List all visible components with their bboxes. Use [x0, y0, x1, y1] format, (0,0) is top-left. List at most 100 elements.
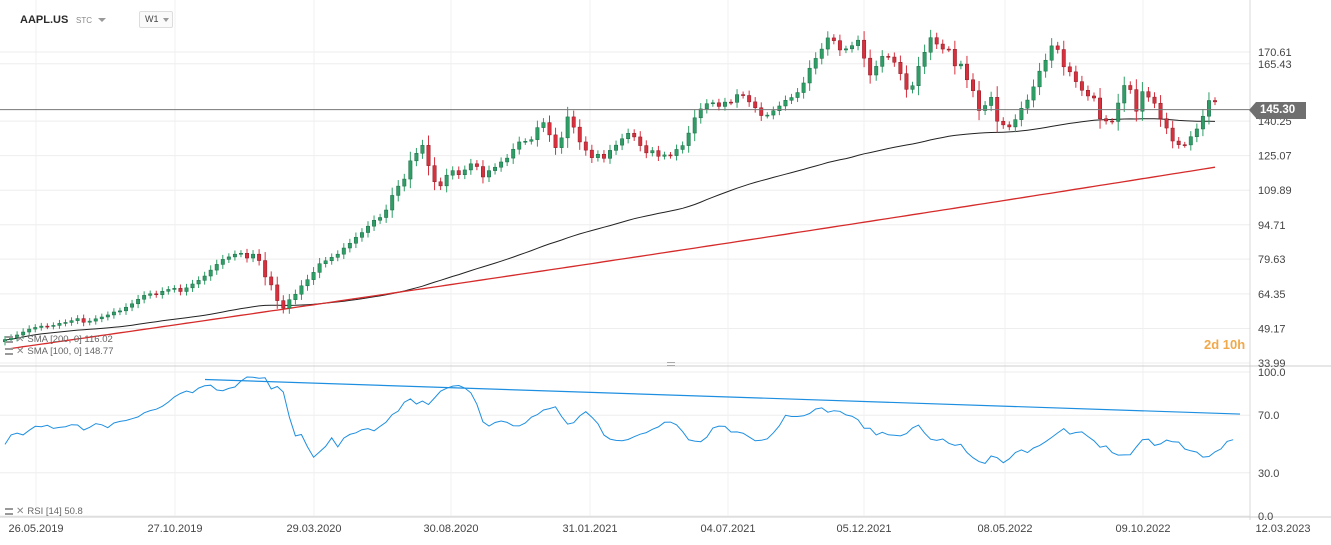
candle [692, 109, 697, 142]
candle [505, 154, 510, 167]
candle-body [571, 116, 576, 128]
timeframe-dropdown[interactable]: W1 [139, 11, 173, 28]
candle-body [390, 195, 395, 211]
candle [868, 49, 873, 84]
candle [1164, 112, 1169, 135]
chevron-down-icon[interactable] [98, 18, 106, 22]
candle [1158, 95, 1163, 127]
candle [1128, 81, 1133, 94]
candle-body [553, 134, 558, 148]
candle-body [384, 209, 389, 218]
pane-resize-handle[interactable] [667, 362, 675, 366]
candle [384, 204, 389, 223]
price-tick-label: 140.25 [1258, 116, 1292, 128]
candle [166, 286, 171, 295]
legend-rsi[interactable]: ✕ RSI [14] 50.8 [5, 506, 83, 517]
candle [710, 99, 715, 107]
candle [632, 129, 637, 141]
candle-body [1158, 102, 1163, 119]
price-tick-label: 170.61 [1258, 47, 1292, 59]
candle-body [765, 114, 770, 117]
candle [160, 287, 165, 299]
close-icon[interactable]: ✕ [16, 334, 25, 345]
candle-body [329, 257, 334, 262]
candle-body [33, 327, 38, 330]
candles-layer [3, 29, 1217, 346]
legend-sma100[interactable]: ✕ SMA [100, 0] 148.77 [5, 346, 113, 357]
candle-body [166, 289, 171, 292]
candle-body [535, 127, 540, 140]
candle [765, 112, 770, 119]
candle [1086, 85, 1090, 101]
candle-body [511, 148, 516, 159]
candle-body [880, 56, 885, 67]
candle-body [698, 108, 703, 119]
candle-body [517, 141, 522, 150]
candle-body [595, 153, 600, 158]
candle [559, 131, 564, 154]
candle [130, 299, 135, 312]
candle-body [323, 260, 328, 264]
candle [789, 93, 794, 104]
candle-body [680, 145, 685, 150]
candle [523, 138, 528, 145]
candle [1031, 79, 1036, 108]
candle-body [317, 263, 322, 273]
candle [1188, 131, 1193, 151]
candle [420, 139, 425, 159]
candle-body [178, 288, 183, 292]
candle-body [977, 90, 981, 111]
timeframe-label: W1 [145, 14, 159, 24]
candle-body [160, 291, 165, 295]
candle [220, 254, 225, 269]
candle-body [541, 122, 546, 128]
candle-body [1079, 81, 1084, 91]
candle [438, 177, 443, 191]
close-icon[interactable]: ✕ [16, 346, 25, 357]
legend-sma200[interactable]: ✕ SMA [200, 0] 116.02 [5, 334, 113, 345]
menu-icon[interactable] [5, 336, 13, 343]
candle-countdown: 2d 10h [1204, 337, 1246, 352]
candle [323, 257, 328, 268]
legend-sma200-label: SMA [200, 0] 116.02 [27, 334, 113, 345]
menu-icon[interactable] [5, 348, 13, 355]
candle [81, 314, 86, 327]
candle [1152, 92, 1157, 109]
candle-body [958, 63, 963, 67]
candle [844, 45, 848, 54]
candle-body [299, 285, 304, 295]
candle-body [614, 144, 618, 151]
candle [856, 35, 860, 51]
candle [662, 151, 667, 160]
instrument-type-label: STC [76, 16, 92, 25]
candle-body [777, 105, 782, 112]
candle-body [372, 219, 377, 227]
time-tick-label: 30.08.2020 [423, 523, 478, 535]
candle [656, 145, 661, 162]
menu-icon[interactable] [5, 508, 13, 515]
candle-body [928, 37, 933, 53]
candle [783, 95, 788, 111]
close-icon[interactable]: ✕ [16, 506, 25, 517]
candle-body [837, 40, 842, 51]
candle [263, 252, 268, 286]
candle [547, 115, 552, 142]
candle [565, 106, 570, 148]
candle-body [1140, 91, 1145, 112]
time-tick-label: 31.01.2021 [562, 523, 617, 535]
candle [93, 315, 98, 325]
candle [638, 131, 643, 152]
candle-body [111, 311, 116, 316]
candle [172, 285, 177, 293]
candle [698, 103, 703, 124]
candle-body [819, 48, 824, 59]
symbol-label[interactable]: AAPL.US [20, 14, 69, 26]
candle-body [118, 310, 122, 313]
candle [105, 311, 110, 321]
candle-body [1019, 107, 1024, 120]
candle [142, 291, 147, 304]
candle-body [813, 58, 818, 69]
candle-body [565, 116, 570, 139]
candle [118, 307, 122, 316]
